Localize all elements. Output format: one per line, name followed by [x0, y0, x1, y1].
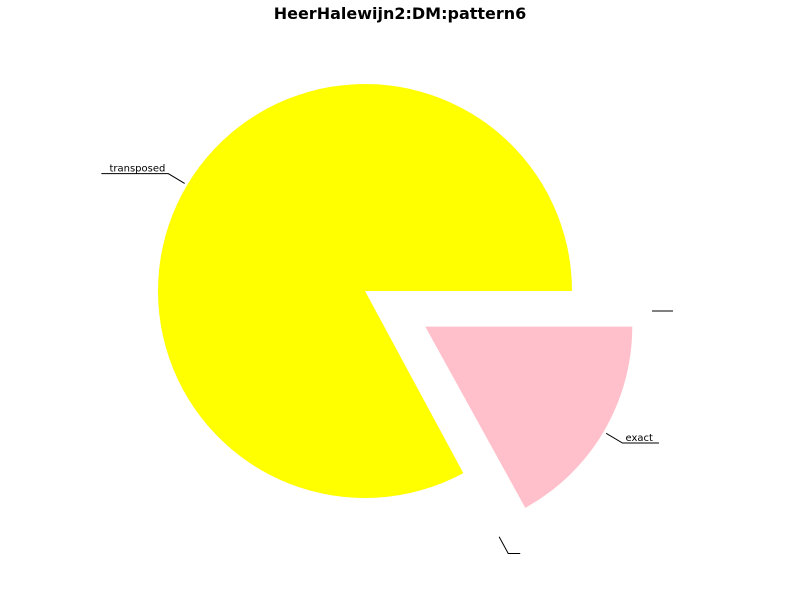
- chart-title: HeerHalewijn2:DM:pattern6: [274, 4, 527, 23]
- leader-line-exact: [605, 432, 659, 444]
- pie-slice-transposed: [157, 84, 572, 498]
- pie-slice-exact: [425, 326, 633, 508]
- pie-slice-unlabeled-1: [398, 352, 499, 535]
- leader-line-transposed: [101, 173, 185, 184]
- leader-line-unlabeled-1: [498, 536, 521, 554]
- slice-label-transposed: transposed: [109, 164, 165, 175]
- slice-label-exact: exact: [625, 433, 653, 444]
- pie-slices: [157, 84, 633, 535]
- pie-labels: exact transposed: [101, 164, 673, 554]
